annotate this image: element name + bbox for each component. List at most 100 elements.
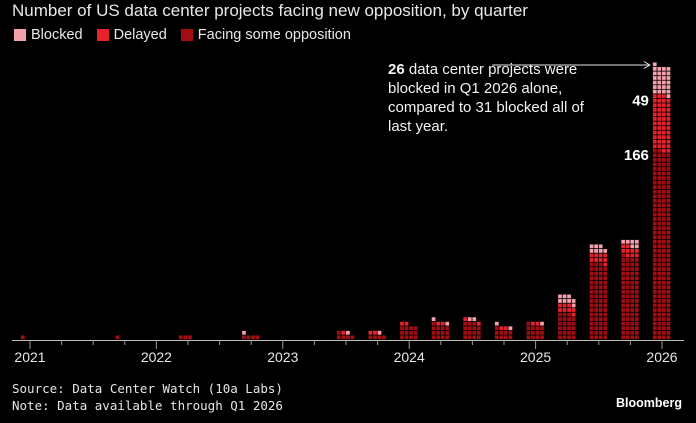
bar-cell [662, 189, 666, 194]
bar-cell [634, 285, 639, 290]
bar-cell [589, 280, 594, 285]
bar-cell [567, 321, 571, 326]
bar-cell [634, 335, 639, 340]
annotation-number: 26 [388, 61, 405, 78]
bar-cell [652, 144, 657, 149]
bar-cell [657, 271, 662, 276]
bar-cell [657, 112, 662, 117]
bar-cell [603, 267, 608, 271]
bar-cell [666, 212, 671, 217]
bar-cell [666, 312, 671, 317]
bar-cell [666, 330, 671, 335]
bar-cell [657, 262, 662, 267]
bar-cell [662, 321, 666, 326]
bar-cell [625, 335, 630, 340]
bar-cell [657, 294, 662, 299]
bar-cell [666, 285, 671, 290]
data-note: Note: Data available through Q1 2026 [12, 398, 283, 413]
legend-swatch-opposition [180, 29, 193, 41]
bar-cell [662, 94, 666, 99]
bar-cell [594, 280, 598, 285]
bar-cell [666, 158, 671, 162]
bar-cell [625, 262, 630, 267]
bar-cell [630, 280, 635, 285]
bar-cell [558, 326, 562, 331]
bar-cell [598, 271, 603, 276]
bar-cell [567, 317, 571, 321]
bar-cell [531, 330, 535, 335]
bar-cell [589, 312, 594, 317]
bar-cell [662, 335, 666, 340]
bar-cell [666, 144, 671, 149]
legend-swatch-blocked [14, 29, 26, 41]
bar-cell [657, 203, 662, 208]
bar-cell [625, 239, 630, 244]
bar-cell [662, 289, 666, 294]
bar-cell [571, 303, 576, 308]
bar-cell [621, 299, 626, 303]
bar-cell [634, 258, 639, 262]
bar-cell [598, 280, 603, 285]
bar-cell [598, 285, 603, 290]
bar-cell [621, 317, 626, 321]
bar-cell [630, 299, 635, 303]
bar-cell [666, 89, 671, 94]
bar-cell [463, 326, 468, 331]
bar-cell [630, 317, 635, 321]
bar-cell [652, 98, 657, 103]
bar-cell [652, 139, 657, 144]
bar-cell [634, 330, 639, 335]
bar-stack [400, 321, 418, 340]
bar-cell [535, 321, 540, 326]
bar-cell [346, 330, 350, 335]
bar-cell [652, 194, 657, 199]
bar-cell [657, 67, 662, 71]
bar-cell [666, 85, 671, 89]
bar-cell [657, 158, 662, 162]
bar-cell [666, 244, 671, 249]
bar-cell [499, 335, 504, 340]
bar-cell [594, 258, 598, 262]
bar-stack [115, 335, 120, 340]
bar-cell [531, 326, 535, 331]
bar-cell [652, 330, 657, 335]
bar-cell [476, 321, 481, 326]
bar-cell [594, 294, 598, 299]
bar-cell [540, 321, 544, 326]
bar-cell [662, 285, 666, 290]
bar-cell [652, 167, 657, 171]
bar-cell [594, 253, 598, 258]
bar-cell [652, 312, 657, 317]
bar-cell [634, 280, 639, 285]
bar-cell [431, 317, 436, 321]
bar-cell [472, 330, 477, 335]
bar-cell [657, 321, 662, 326]
bar-cell [413, 335, 418, 340]
bar-cell [630, 289, 635, 294]
bar-cell [246, 335, 251, 340]
bar-cell [657, 226, 662, 230]
bar-cell [657, 167, 662, 171]
bar-cell [666, 71, 671, 76]
bar-cell [603, 280, 608, 285]
bar-cell [625, 271, 630, 276]
bar-cell [558, 299, 562, 303]
bar-cell [662, 312, 666, 317]
bar-stack [494, 321, 513, 340]
bar-cell [666, 185, 671, 190]
bar-cell [652, 249, 657, 253]
bar-cell [400, 330, 404, 335]
bar-cell [652, 321, 657, 326]
annotation-text: 26 data center projects were blocked in … [388, 60, 588, 136]
bar-cell [666, 253, 671, 258]
bar-cell [666, 107, 671, 112]
bar-cell [504, 330, 508, 335]
bar-cell [625, 253, 630, 258]
bar-cell [666, 258, 671, 262]
bar-cell [504, 326, 508, 331]
bar-cell [463, 330, 468, 335]
bar-cell [666, 203, 671, 208]
bar-cell [526, 326, 531, 331]
bar-cell [662, 98, 666, 103]
bar-cell [662, 139, 666, 144]
